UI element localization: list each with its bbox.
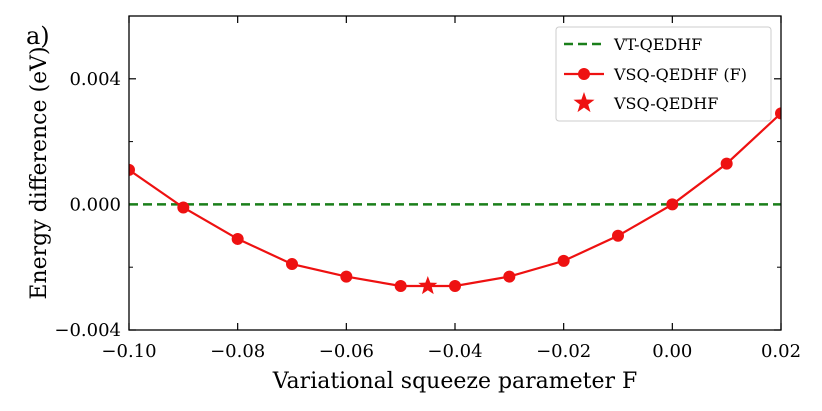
legend-vsqf-label: VSQ-QEDHF (F) [613,65,747,84]
y-tick-label: 0.000 [69,194,121,215]
vsq-qedhf-star [418,276,438,295]
vsq-qedhf-f-point [449,280,461,293]
vsq-qedhf-f-point [286,258,298,271]
legend: VT-QEDHF VSQ-QEDHF (F) VSQ-QEDHF [555,26,772,122]
plot-area [129,107,781,295]
vsq-qedhf-f-point [720,157,733,170]
x-tick-label: −0.10 [101,341,156,362]
y-tick-label: −0.004 [54,320,121,341]
legend-box [555,26,772,122]
x-tick-label: −0.06 [319,341,374,362]
x-axis-label: Variational squeeze parameter F [272,369,638,394]
x-tick-label: −0.02 [536,341,591,362]
vsq-qedhf-f-point [557,254,570,267]
panel-label: a) [26,22,50,50]
y-axis-label: Energy difference (eV) [27,46,52,299]
vsq-qedhf-f-point [231,232,244,245]
x-tick-label: 0.00 [652,341,692,362]
x-tick-label: 0.02 [761,341,801,362]
legend-vsqf-marker [578,68,590,80]
vsq-qedhf-f-point [340,270,353,283]
vsq-qedhf-f-point [394,280,407,293]
vsq-qedhf-f-point [129,163,135,176]
legend-vt-label: VT-QEDHF [613,35,702,54]
vsq-qedhf-f-point [666,198,679,211]
vsq-qedhf-f-point [177,201,190,214]
vsq-qedhf-f-point [612,229,624,242]
vsq-qedhf-f-point [503,270,516,283]
x-tick-label: −0.04 [427,341,482,362]
axes-frame [128,15,782,331]
legend-vsq-label: VSQ-QEDHF [613,94,718,113]
y-tick-label: 0.004 [69,69,121,90]
legend-vsq-star [573,92,595,113]
x-tick-label: −0.08 [210,341,265,362]
vsq-qedhf-f-point [775,107,781,120]
vsq-qedhf-f-line [129,112,781,288]
